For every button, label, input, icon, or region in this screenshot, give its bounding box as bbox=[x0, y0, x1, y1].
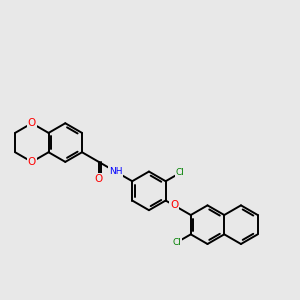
Text: O: O bbox=[28, 118, 36, 128]
Text: Cl: Cl bbox=[176, 169, 184, 178]
Text: O: O bbox=[28, 157, 36, 167]
Text: Cl: Cl bbox=[172, 238, 181, 247]
Text: O: O bbox=[170, 200, 178, 210]
Text: NH: NH bbox=[109, 167, 122, 176]
Text: O: O bbox=[94, 174, 103, 184]
